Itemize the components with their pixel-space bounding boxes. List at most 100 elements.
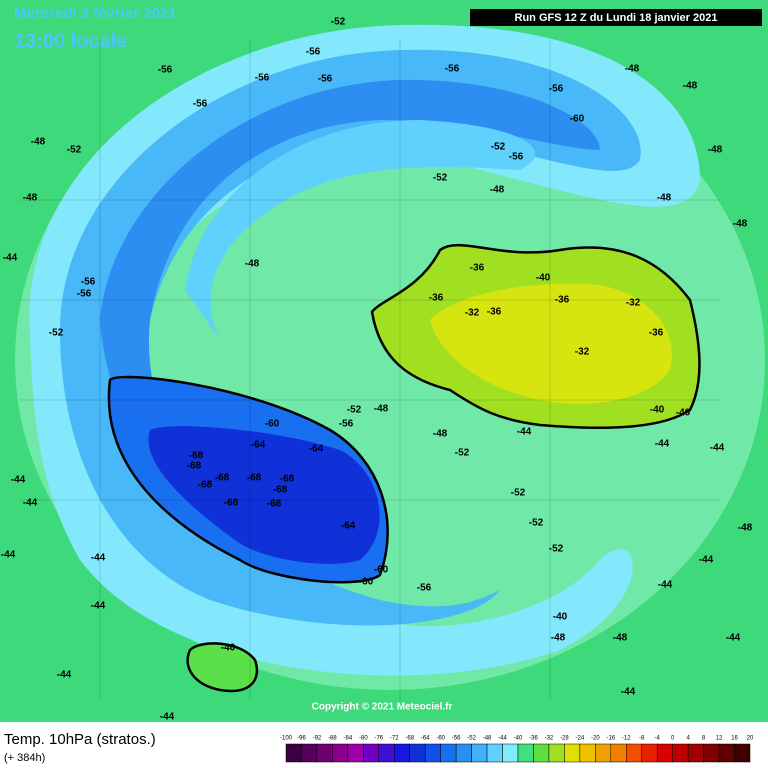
scale-swatch xyxy=(718,743,735,763)
contour-label: -40 xyxy=(553,612,568,623)
contour-label: -56 xyxy=(255,73,270,84)
scale-label: -88 xyxy=(328,736,337,742)
contour-label: -44 xyxy=(1,550,16,561)
contour-label: -36 xyxy=(487,307,502,318)
contour-label: -40 xyxy=(221,643,236,654)
scale-swatch xyxy=(394,743,410,763)
contour-labels: -56-56-56-52-56-56-56-60-48-48-56-52-48-… xyxy=(1,17,753,723)
temperature-field xyxy=(15,24,765,700)
contour-label: -56 xyxy=(306,47,321,58)
contour-label: -56 xyxy=(509,152,524,163)
contour-label: -68 xyxy=(247,473,262,484)
scale-swatch xyxy=(486,743,503,763)
scale-swatch xyxy=(672,743,689,763)
contour-label: -36 xyxy=(649,328,664,339)
scale-swatch xyxy=(285,743,302,763)
contour-label: -64 xyxy=(309,444,324,455)
contour-label: -44 xyxy=(91,553,106,564)
contour-label: -44 xyxy=(91,601,106,612)
contour-label: -44 xyxy=(517,427,532,438)
contour-label: -32 xyxy=(626,298,641,309)
run-info: Run GFS 12 Z du Lundi 18 janvier 2021 xyxy=(515,12,718,24)
contour-label: -48 xyxy=(733,219,748,230)
scale-label: -56 xyxy=(452,736,461,742)
scale-swatch xyxy=(517,743,534,763)
scale-label: -96 xyxy=(297,736,306,742)
scale-swatch xyxy=(626,743,642,763)
contour-label: -64 xyxy=(341,521,356,532)
contour-label: -52 xyxy=(491,142,506,153)
scale-label: -8 xyxy=(639,736,645,742)
scale-label: -52 xyxy=(467,736,476,742)
color-scale: -100 -96 -92 -88 -84 -80 -76 -72 -68 -64 -60 -56 -52… xyxy=(280,736,754,763)
scale-swatch xyxy=(347,743,364,763)
contour-label: -48 xyxy=(625,64,640,75)
scale-swatch xyxy=(424,743,441,763)
contour-label: -64 xyxy=(251,440,266,451)
scale-label: -60 xyxy=(436,736,445,742)
contour-label: -56 xyxy=(158,65,173,76)
contour-label: -56 xyxy=(81,277,96,288)
contour-label: -44 xyxy=(160,712,175,723)
copyright-box xyxy=(298,700,466,714)
scale-label: 0 xyxy=(671,736,675,742)
scale-label: -64 xyxy=(421,736,430,742)
contour-label: -48 xyxy=(683,81,698,92)
contour-label: -44 xyxy=(57,670,72,681)
scale-swatch xyxy=(455,743,472,763)
scale-label: -20 xyxy=(591,736,600,742)
contour-label: -44 xyxy=(726,633,741,644)
scale-label: -48 xyxy=(483,736,492,742)
contour-label: -48 xyxy=(245,259,260,270)
scale-label: -24 xyxy=(576,736,585,742)
contour-label: -68 xyxy=(267,499,282,510)
scale-swatch xyxy=(409,743,426,763)
scale-label: -72 xyxy=(390,736,399,742)
contour-label: -48 xyxy=(613,633,628,644)
contour-label: -68 xyxy=(187,461,202,472)
scale-swatch xyxy=(595,743,612,763)
scale-swatch xyxy=(363,743,380,763)
scale-label: -68 xyxy=(405,736,414,742)
scale-label: -44 xyxy=(498,736,507,742)
contour-label: -36 xyxy=(429,293,444,304)
contour-label: -48 xyxy=(551,633,566,644)
contour-label: -48 xyxy=(433,429,448,440)
contour-label: -44 xyxy=(23,498,38,509)
scale-swatch xyxy=(316,743,333,763)
scale-label: -32 xyxy=(545,736,554,742)
scale-swatch xyxy=(378,743,395,763)
contour-label: -48 xyxy=(708,145,723,156)
contour-label: -52 xyxy=(455,448,470,459)
contour-label: -44 xyxy=(621,687,636,698)
contour-label: -48 xyxy=(31,137,46,148)
contour-label: -48 xyxy=(738,523,753,534)
scale-swatch xyxy=(471,743,488,763)
scale-label: -28 xyxy=(560,736,569,742)
contour-label: -52 xyxy=(347,405,362,416)
scale-label: -16 xyxy=(606,736,615,742)
contour-label: -60 xyxy=(570,114,585,125)
contour-label: -44 xyxy=(658,580,673,591)
scale-label: 8 xyxy=(702,736,706,742)
scale-swatch xyxy=(548,743,565,763)
scale-swatch xyxy=(564,743,581,763)
scale-swatch xyxy=(301,743,318,763)
field-title: Temp. 10hPa (stratos.) xyxy=(4,731,156,748)
valid-date: Mercredi 3 février 2021 xyxy=(14,5,177,22)
scale-label: -92 xyxy=(313,736,322,742)
scale-label: -76 xyxy=(374,736,383,742)
contour-label: -32 xyxy=(465,308,480,319)
contour-label: -60 xyxy=(359,577,374,588)
scale-swatch xyxy=(440,743,457,763)
contour-label: -40 xyxy=(650,405,665,416)
contour-label: -32 xyxy=(575,347,590,358)
contour-label: -48 xyxy=(23,193,38,204)
contour-label: -56 xyxy=(318,74,333,85)
contour-label: -56 xyxy=(339,419,354,430)
contour-label: -44 xyxy=(699,555,714,566)
contour-label: -40 xyxy=(676,408,691,419)
contour-label: -52 xyxy=(433,173,448,184)
contour-label: -44 xyxy=(11,475,26,486)
scale-label: -12 xyxy=(622,736,631,742)
